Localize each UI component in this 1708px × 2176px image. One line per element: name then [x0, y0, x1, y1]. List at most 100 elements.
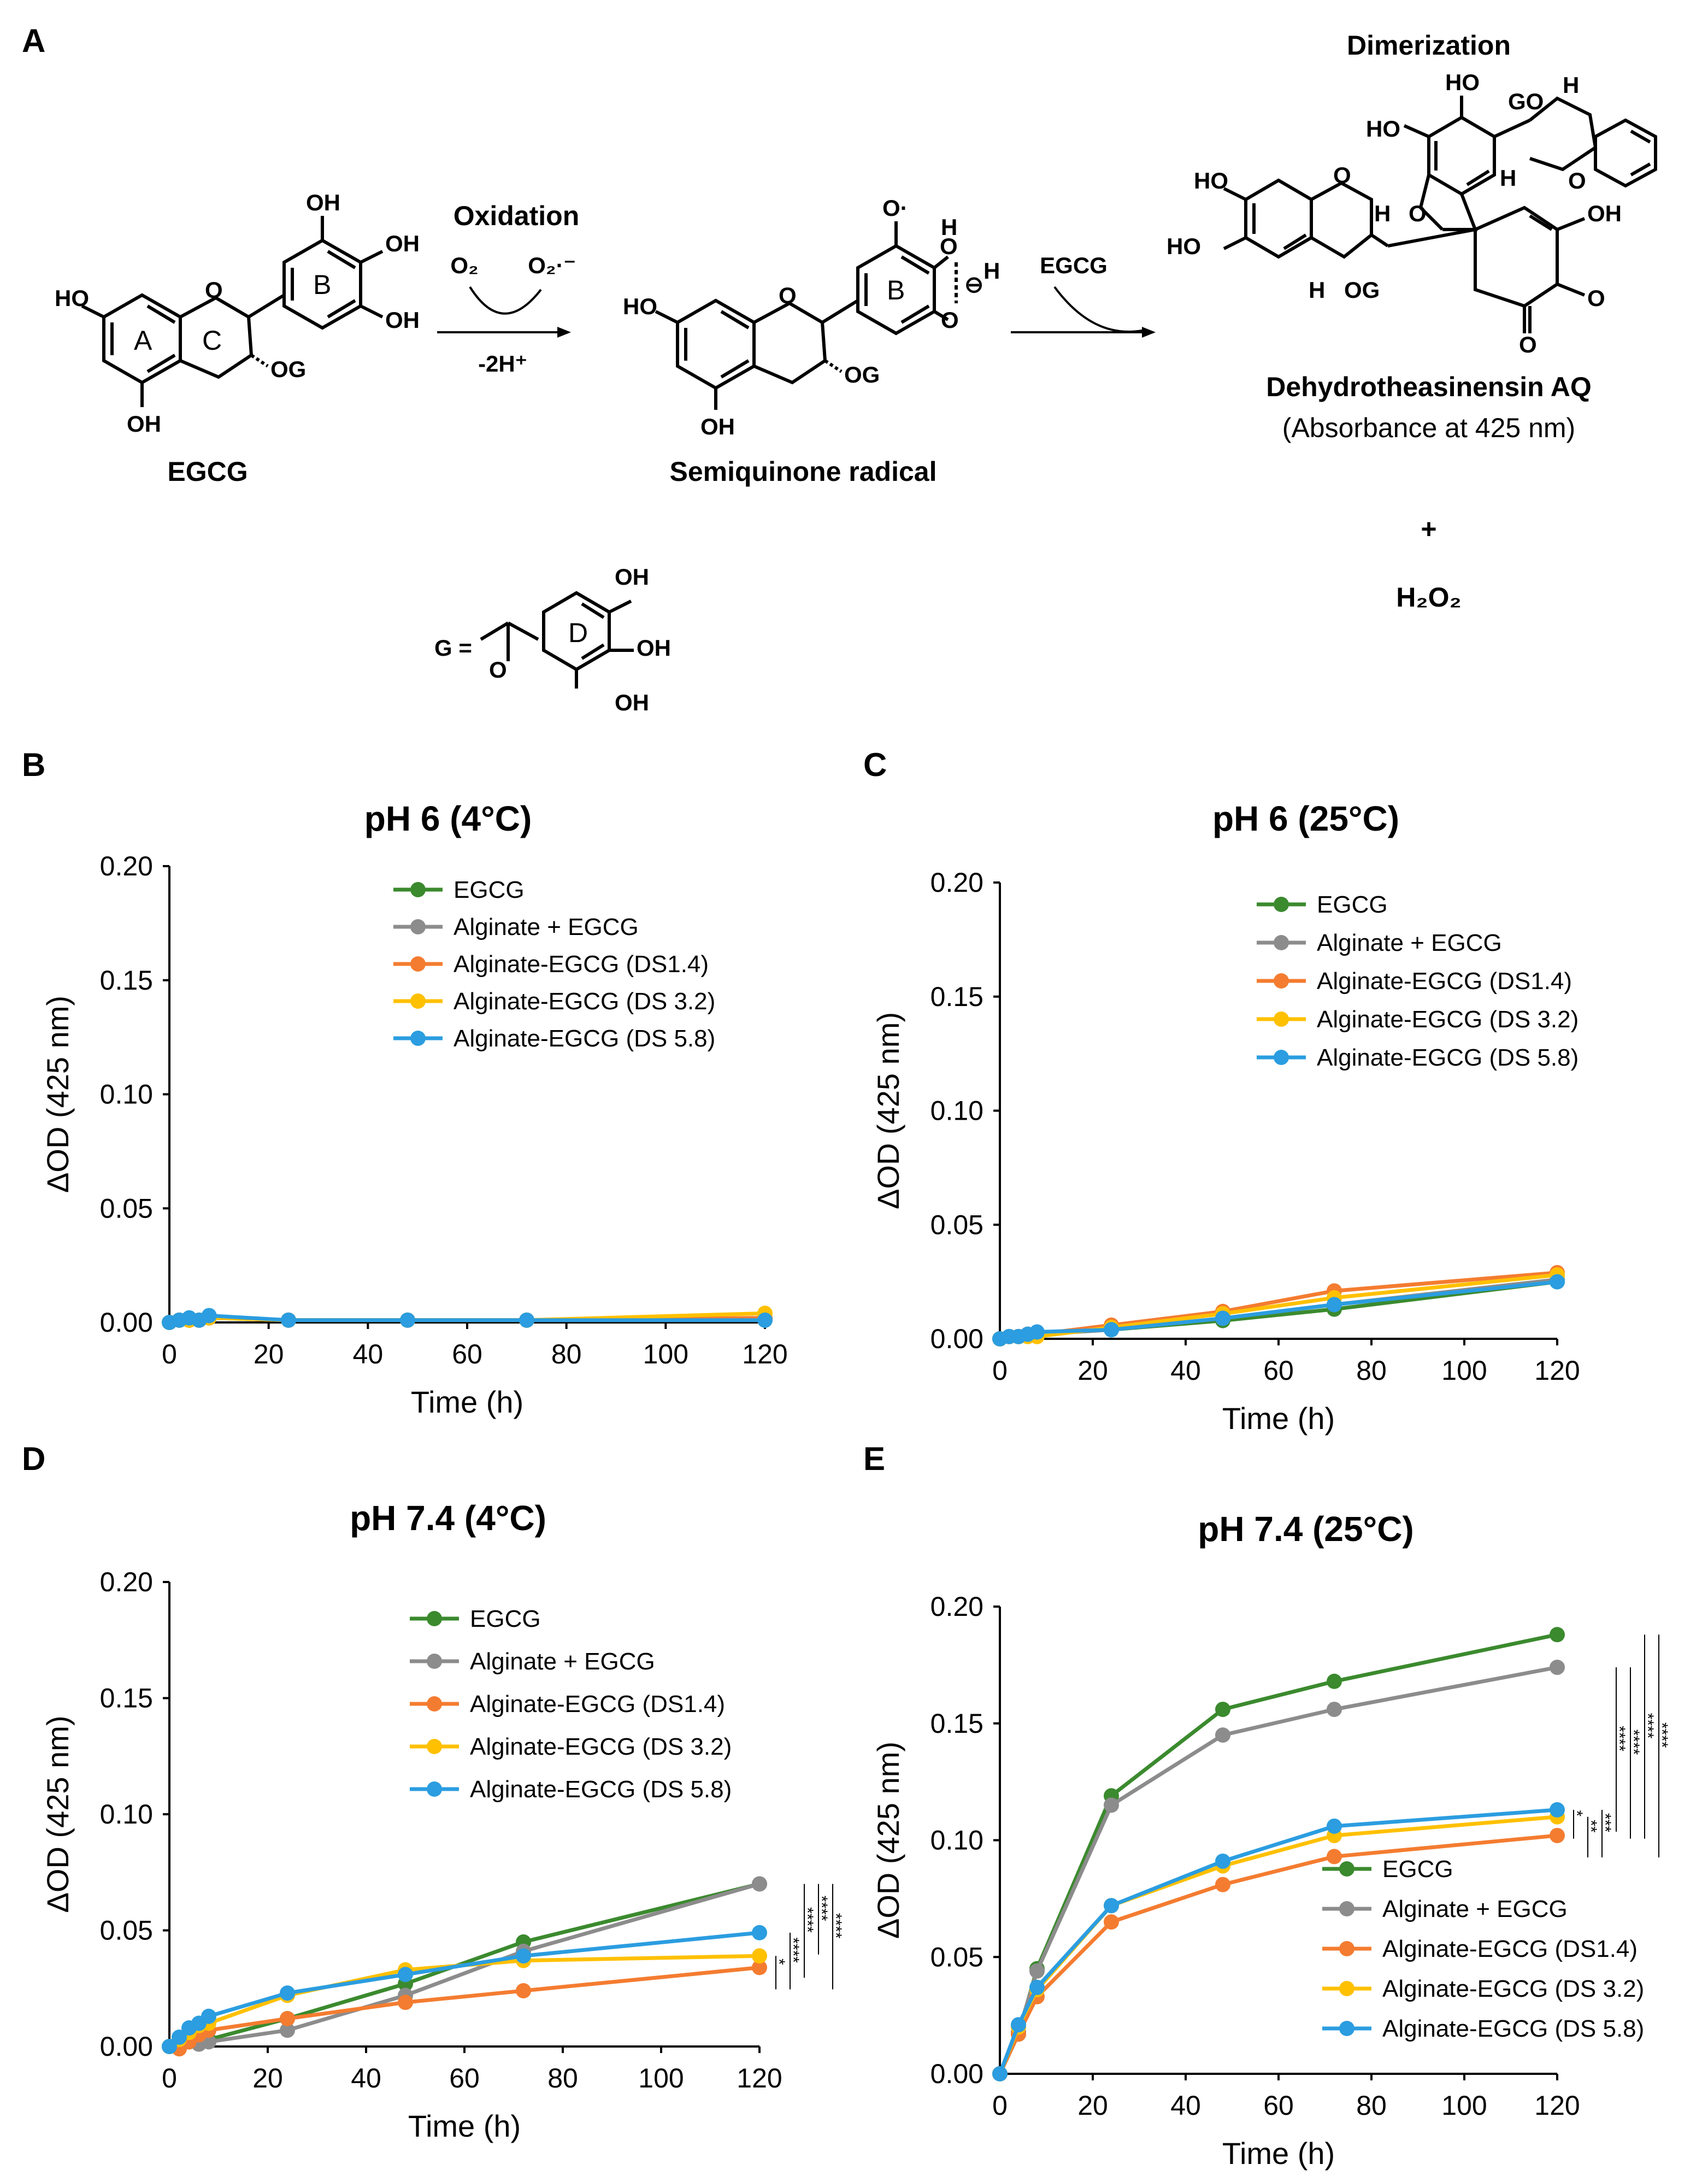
chart-title-e: pH 7.4 (25°C) — [1198, 1509, 1413, 1549]
dt-o-ketone-1: O — [1587, 285, 1605, 311]
egcg-label: EGCG — [167, 456, 248, 487]
sq-ho-7: HO — [623, 293, 657, 319]
series-line-d-2 — [169, 1966, 760, 2051]
legend-marker-c-4 — [1274, 1050, 1289, 1065]
dt-ring-o-1: O — [1333, 162, 1351, 188]
y-tick-label-c: 0.10 — [930, 1096, 983, 1126]
significance-brackets-d: ***************** — [770, 1884, 845, 1990]
y-tick-label-d: 0.20 — [100, 1567, 153, 1597]
egcg-ring-c: C — [202, 325, 222, 356]
dt-h-3: H — [1563, 72, 1579, 98]
legend-marker-b-3 — [410, 993, 426, 1009]
data-point-d-4 — [162, 2039, 177, 2054]
panel-letter-e: E — [863, 1440, 885, 1477]
sq-ring-o: O — [779, 283, 797, 308]
dt-h-1: H — [1374, 201, 1391, 226]
x-tick-label-e: 60 — [1263, 2090, 1294, 2121]
legend-label-e-3: Alginate-EGCG (DS 3.2) — [1382, 1975, 1644, 2002]
significance-label-e: **** — [1653, 1722, 1671, 1748]
series-line-d-4 — [168, 1931, 760, 2048]
legend-marker-d-1 — [427, 1654, 442, 1669]
legend-label-c-0: EGCG — [1317, 891, 1388, 918]
x-axis-label-d: Time (h) — [408, 2109, 521, 2143]
data-point-d-2 — [752, 1960, 767, 1975]
egcg-oh-5: OH — [127, 411, 161, 437]
legend-marker-d-4 — [427, 1781, 442, 1797]
dt-o-ketone-2: O — [1519, 332, 1537, 357]
egcg-oh-3p: OH — [306, 190, 340, 215]
y-tick-label-d: 0.00 — [100, 2031, 153, 2062]
dt-og: OG — [1344, 277, 1380, 303]
egcg-atom-labels: HO OH O A C B OH OH OH OG — [55, 190, 420, 437]
data-point-b-4 — [757, 1312, 773, 1328]
legend-label-c-4: Alginate-EGCG (DS 5.8) — [1317, 1044, 1579, 1071]
x-axis-label-e: Time (h) — [1222, 2136, 1335, 2171]
data-point-e-2 — [1104, 1914, 1119, 1930]
sq-og: OG — [844, 362, 880, 387]
oxidation-curved-arrow — [469, 286, 542, 315]
data-point-c-4 — [1029, 1324, 1045, 1340]
significance-label-e: **** — [1639, 1713, 1657, 1739]
dt-go: GO — [1508, 89, 1544, 114]
data-point-e-2 — [1327, 1849, 1342, 1865]
egcg-og: OG — [270, 356, 306, 382]
galloyl-oh-2: OH — [637, 635, 671, 661]
legend-label-d-1: Alginate + EGCG — [470, 1648, 655, 1675]
significance-brackets-e: ********************** — [1568, 1634, 1671, 1857]
data-point-d-4 — [201, 2008, 216, 2024]
egcg-ring-b: B — [313, 269, 331, 300]
data-point-e-4 — [1011, 2017, 1026, 2033]
data-point-e-4 — [1104, 1898, 1119, 1914]
data-point-e-2 — [1550, 1827, 1565, 1843]
dt-ho-4: HO — [1366, 116, 1400, 142]
data-point-e-4 — [1029, 1979, 1045, 1995]
galloyl-structure — [480, 591, 634, 689]
panel-letter-a: A — [22, 22, 45, 59]
semiquinone-atom-labels: HO OH O B O· O H O ⊖ H OG — [623, 195, 1000, 439]
panel-letter-b: B — [22, 746, 45, 783]
chart-title-b: pH 6 (4°C) — [364, 799, 532, 838]
significance-label-e: **** — [1624, 1730, 1642, 1755]
legend-label-d-3: Alginate-EGCG (DS 3.2) — [470, 1733, 732, 1760]
data-point-c-4 — [1550, 1274, 1565, 1290]
x-tick-label-d: 40 — [351, 2063, 381, 2093]
chart-panel-b: pH 6 (4°C) 0.00 0.05 0.10 0.15 0.20 0 20 40 60 80 1… — [40, 799, 788, 1419]
x-tick-label-d: 120 — [737, 2063, 782, 2093]
semiquinone-label: Semiquinone radical — [669, 456, 937, 487]
data-point-d-4 — [752, 1925, 767, 1940]
x-tick-label-b: 80 — [551, 1339, 582, 1369]
significance-label-d: **** — [798, 1907, 816, 1933]
data-point-b-4 — [201, 1308, 217, 1324]
sq-o-upper: O — [940, 233, 958, 259]
galloyl-ring-d: D — [568, 617, 588, 648]
x-tick-label-c: 80 — [1356, 1355, 1387, 1386]
data-point-d-2 — [398, 1995, 413, 2010]
legend-marker-e-3 — [1339, 1981, 1354, 1996]
legend-label-e-2: Alginate-EGCG (DS1.4) — [1382, 1936, 1638, 1962]
egcg-oh-4p: OH — [385, 231, 420, 256]
significance-label-e: *** — [1596, 1813, 1614, 1832]
legend-label-b-3: Alginate-EGCG (DS 3.2) — [453, 988, 715, 1015]
legend-label-c-1: Alginate + EGCG — [1317, 930, 1502, 956]
legend-label-d-4: Alginate-EGCG (DS 5.8) — [470, 1776, 732, 1803]
sq-h-upper: H — [941, 214, 957, 240]
y-tick-label-c: 0.15 — [930, 981, 983, 1012]
y-axis-label-d: ΔOD (425 nm) — [40, 1715, 75, 1913]
y-tick-label-d: 0.05 — [100, 1915, 153, 1946]
legend-label-c-3: Alginate-EGCG (DS 3.2) — [1317, 1006, 1579, 1033]
legend-marker-c-0 — [1274, 897, 1289, 912]
data-point-d-4 — [280, 1985, 295, 2001]
sq-minus-circle: ⊖ — [964, 272, 983, 297]
dt-ring-o-3: O — [1568, 168, 1586, 193]
data-point-e-1 — [1029, 1963, 1045, 1979]
legend-marker-b-0 — [410, 882, 426, 897]
data-point-e-0 — [1550, 1627, 1565, 1643]
x-tick-label-c: 120 — [1534, 1355, 1580, 1386]
y-axis-label-c: ΔOD (425 nm) — [871, 1012, 905, 1209]
significance-label-e: ** — [1582, 1820, 1600, 1833]
data-point-c-4 — [1215, 1310, 1230, 1326]
sq-radical-o: O· — [882, 195, 908, 221]
series-line-e-0 — [998, 1632, 1558, 2075]
y-tick-label-b: 0.10 — [100, 1079, 153, 1110]
